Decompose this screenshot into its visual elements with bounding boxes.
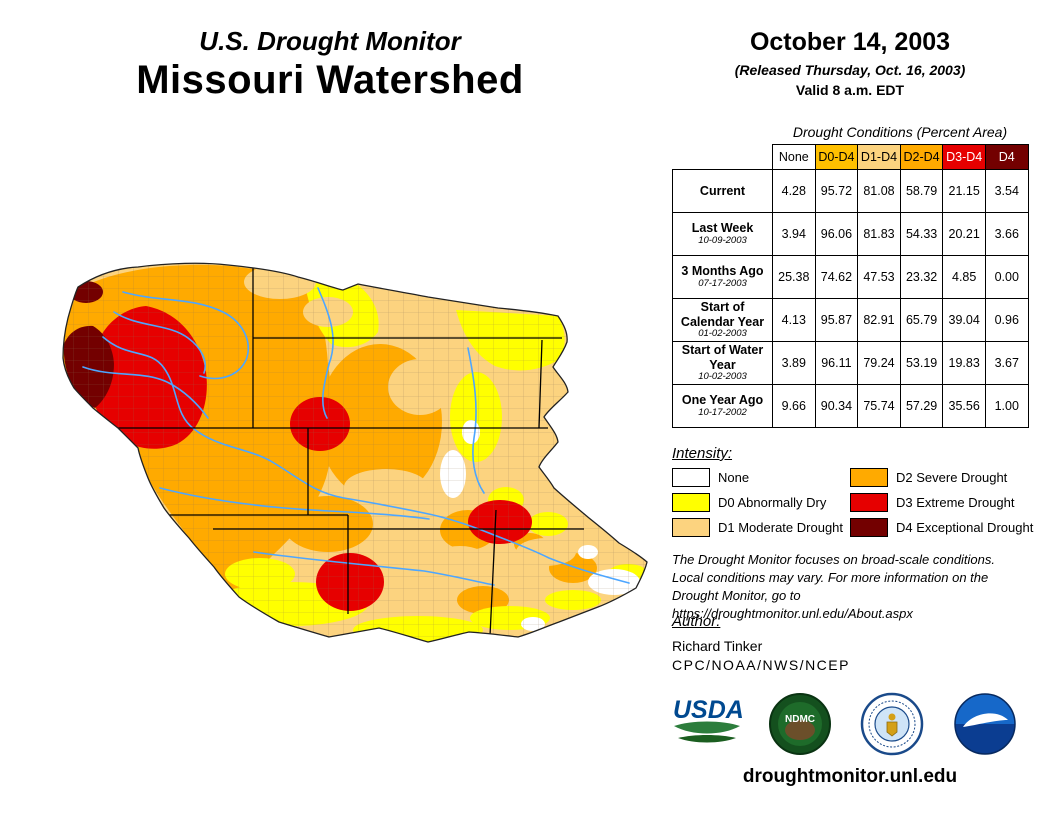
cell: 82.91	[857, 298, 901, 342]
cell: 95.72	[814, 169, 859, 213]
cell: 3.89	[772, 341, 816, 385]
cell: 35.56	[942, 384, 986, 428]
legend-item-none: None	[672, 467, 843, 487]
legend-swatch-none	[672, 467, 710, 487]
cell: 0.96	[984, 298, 1029, 342]
col-header-d4: D4	[984, 144, 1029, 170]
page-title: Missouri Watershed	[136, 58, 524, 102]
cell: 1.00	[984, 384, 1029, 428]
cell: 54.33	[899, 212, 944, 256]
map-state-borders	[116, 266, 584, 637]
cell: 96.11	[814, 341, 859, 385]
legend-column-left: None D0 Abnormally Dry D1 Moderate Droug…	[672, 467, 843, 542]
map-date: October 14, 2003	[749, 28, 951, 56]
released-date: (Released Thursday, Oct. 16, 2003)	[734, 62, 966, 78]
map-county-lines	[63, 263, 647, 642]
legend-item-d2: D2 Severe Drought	[850, 467, 1033, 487]
table-row: Last Week 10-09-2003 3.94 96.06 81.83 54.…	[672, 212, 1029, 256]
drought-conditions-table: None D0-D4 D1-D4 D2-D4 D3-D4 D4 Current …	[672, 144, 1029, 428]
legend-item-d4: D4 Exceptional Drought	[850, 517, 1033, 537]
table-row: Start of Water Year 10-02-2003 3.89 96.11…	[672, 341, 1029, 385]
author-heading: Author:	[672, 613, 721, 630]
cell: 21.15	[942, 169, 986, 213]
legend-swatch-d3	[850, 492, 888, 512]
cell: 20.21	[942, 212, 986, 256]
col-header-d2-d4: D2-D4	[899, 144, 944, 170]
drought-map	[28, 252, 658, 669]
cell: 74.62	[814, 255, 859, 299]
noaa-logo	[950, 690, 1020, 758]
valid-time: Valid 8 a.m. EDT	[795, 82, 905, 98]
cell: 3.66	[984, 212, 1029, 256]
cell: 3.94	[772, 212, 816, 256]
ndmc-logo: NDMC	[765, 690, 835, 758]
legend-item-d3: D3 Extreme Drought	[850, 492, 1033, 512]
legend-column-right: D2 Severe Drought D3 Extreme Drought D4 …	[850, 467, 1033, 542]
map-rivers	[82, 287, 630, 586]
cell: 53.19	[899, 341, 944, 385]
table-header-row: None D0-D4 D1-D4 D2-D4 D3-D4 D4	[673, 144, 1029, 170]
author-org: CPC/NOAA/NWS/NCEP	[672, 657, 850, 673]
cell: 3.54	[984, 169, 1029, 213]
cell: 47.53	[857, 255, 901, 299]
cell: 25.38	[772, 255, 816, 299]
table-row: 3 Months Ago 07-17-2003 25.38 74.62 47.53…	[672, 255, 1029, 299]
cell: 23.32	[899, 255, 944, 299]
cell: 75.74	[857, 384, 901, 428]
table-row: Start of Calendar Year 01-02-2003 4.13 95…	[672, 298, 1029, 342]
table-title: Drought Conditions (Percent Area)	[792, 124, 1008, 140]
legend-title: Intensity:	[672, 445, 733, 462]
legend-swatch-d2	[850, 467, 888, 487]
col-header-none: None	[772, 144, 816, 170]
cell: 57.29	[899, 384, 944, 428]
cell: 81.83	[857, 212, 901, 256]
cell: 19.83	[942, 341, 986, 385]
cell: 65.79	[899, 298, 944, 342]
col-header-d1-d4: D1-D4	[857, 144, 901, 170]
row-label: 3 Months Ago 07-17-2003	[672, 255, 773, 299]
watershed-outline	[62, 262, 648, 643]
legend-item-d1: D1 Moderate Drought	[672, 517, 843, 537]
legend-swatch-d4	[850, 517, 888, 537]
legend-item-d0: D0 Abnormally Dry	[672, 492, 843, 512]
row-label: Current	[672, 169, 773, 213]
row-label: Start of Calendar Year 01-02-2003	[672, 298, 773, 342]
legend-swatch-d0	[672, 492, 710, 512]
cell: 81.08	[857, 169, 901, 213]
row-label: One Year Ago 10-17-2002	[672, 384, 773, 428]
col-header-d3-d4: D3-D4	[942, 144, 986, 170]
cell: 4.85	[942, 255, 986, 299]
cell: 9.66	[772, 384, 816, 428]
cell: 95.87	[814, 298, 859, 342]
svg-text:USDA: USDA	[673, 696, 742, 724]
table-row: One Year Ago 10-17-2002 9.66 90.34 75.74 …	[672, 384, 1029, 428]
svg-text:NDMC: NDMC	[785, 714, 815, 725]
cell: 79.24	[857, 341, 901, 385]
monitor-title: U.S. Drought Monitor	[199, 26, 461, 56]
disclaimer-text: The Drought Monitor focuses on broad-sca…	[672, 552, 996, 621]
cell: 4.28	[772, 169, 816, 213]
cell: 4.13	[772, 298, 816, 342]
commerce-seal-logo	[857, 690, 927, 758]
row-label: Start of Water Year 10-02-2003	[672, 341, 773, 385]
legend-swatch-d1	[672, 517, 710, 537]
logo-row: USDA NDMC	[672, 690, 1020, 758]
author-name: Richard Tinker	[672, 638, 763, 654]
usda-logo: USDA	[672, 690, 742, 758]
cell: 96.06	[814, 212, 859, 256]
row-label: Last Week 10-09-2003	[672, 212, 773, 256]
site-url: droughtmonitor.unl.edu	[742, 766, 958, 787]
cell: 90.34	[814, 384, 859, 428]
cell: 39.04	[942, 298, 986, 342]
cell: 58.79	[899, 169, 944, 213]
cell: 3.67	[984, 341, 1029, 385]
table-row: Current 4.28 95.72 81.08 58.79 21.15 3.5…	[672, 169, 1029, 213]
table-corner-cell	[673, 145, 773, 170]
col-header-d0-d4: D0-D4	[814, 144, 859, 170]
cell: 0.00	[984, 255, 1029, 299]
